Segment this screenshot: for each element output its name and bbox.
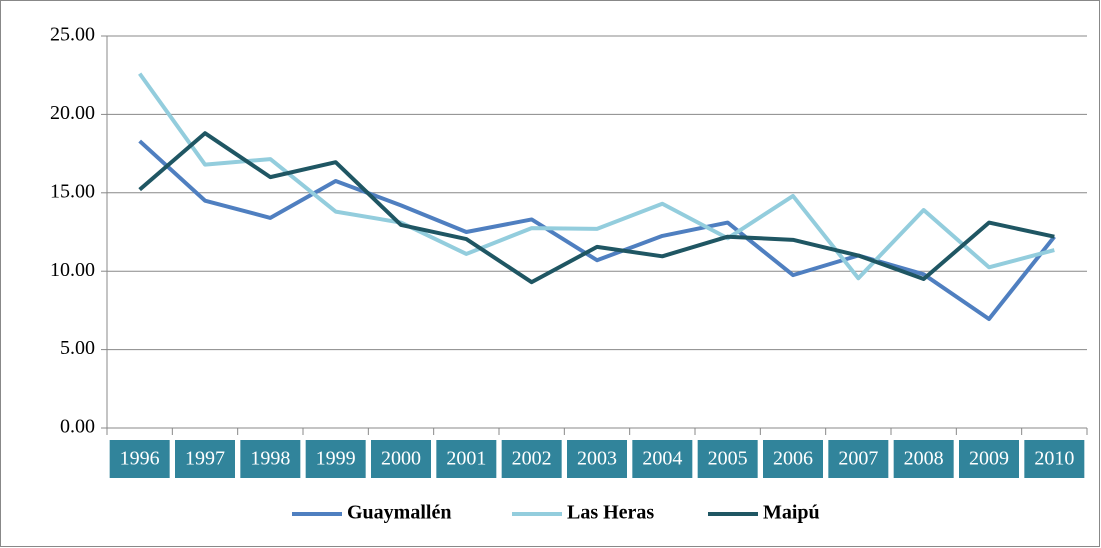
y-tick-label: 25.00: [50, 24, 95, 46]
x-tick-label: 2002: [512, 448, 552, 470]
y-tick-label: 10.00: [50, 259, 95, 281]
category-box: [501, 440, 562, 478]
x-tick-label: 2007: [838, 448, 878, 470]
category-box: [371, 440, 431, 478]
x-tick-label: 2005: [708, 448, 748, 470]
category-box: [1024, 440, 1085, 478]
x-tick-label: 1997: [185, 448, 225, 470]
x-tick-label: 2010: [1034, 448, 1074, 470]
category-box: [697, 440, 758, 478]
y-tick-label: 20.00: [50, 102, 95, 124]
category-box: [567, 440, 627, 478]
series-line: [138, 131, 1055, 285]
x-tick-label: 2001: [446, 448, 486, 470]
x-tick-label: 2008: [904, 448, 944, 470]
y-tick-label: 5.00: [60, 337, 95, 359]
category-box: [959, 440, 1019, 478]
category-box: [305, 440, 366, 478]
series-line: [138, 139, 1056, 322]
legend-label: Maipú: [763, 502, 820, 524]
y-tick-label: 15.00: [50, 180, 95, 202]
legend-label: Guaymallén: [347, 502, 451, 524]
x-tick-label: 2009: [969, 448, 1009, 470]
legend-label: Las Heras: [567, 502, 654, 524]
category-box: [632, 440, 693, 478]
category-box: [893, 440, 954, 478]
x-tick-label: 2004: [642, 448, 682, 470]
category-box: [109, 440, 170, 478]
category-box: [763, 440, 823, 478]
x-tick-label: 1998: [250, 448, 290, 470]
category-box: [436, 440, 497, 478]
series-line: [138, 72, 1055, 281]
x-tick-label: 1996: [120, 448, 160, 470]
x-tick-label: 2000: [381, 448, 421, 470]
category-box: [240, 440, 301, 478]
category-box: [175, 440, 235, 478]
y-tick-label: 0.00: [60, 416, 95, 438]
category-box: [828, 440, 889, 478]
x-tick-label: 1999: [316, 448, 356, 470]
x-tick-label: 2003: [577, 448, 617, 470]
x-tick-label: 2006: [773, 448, 813, 470]
